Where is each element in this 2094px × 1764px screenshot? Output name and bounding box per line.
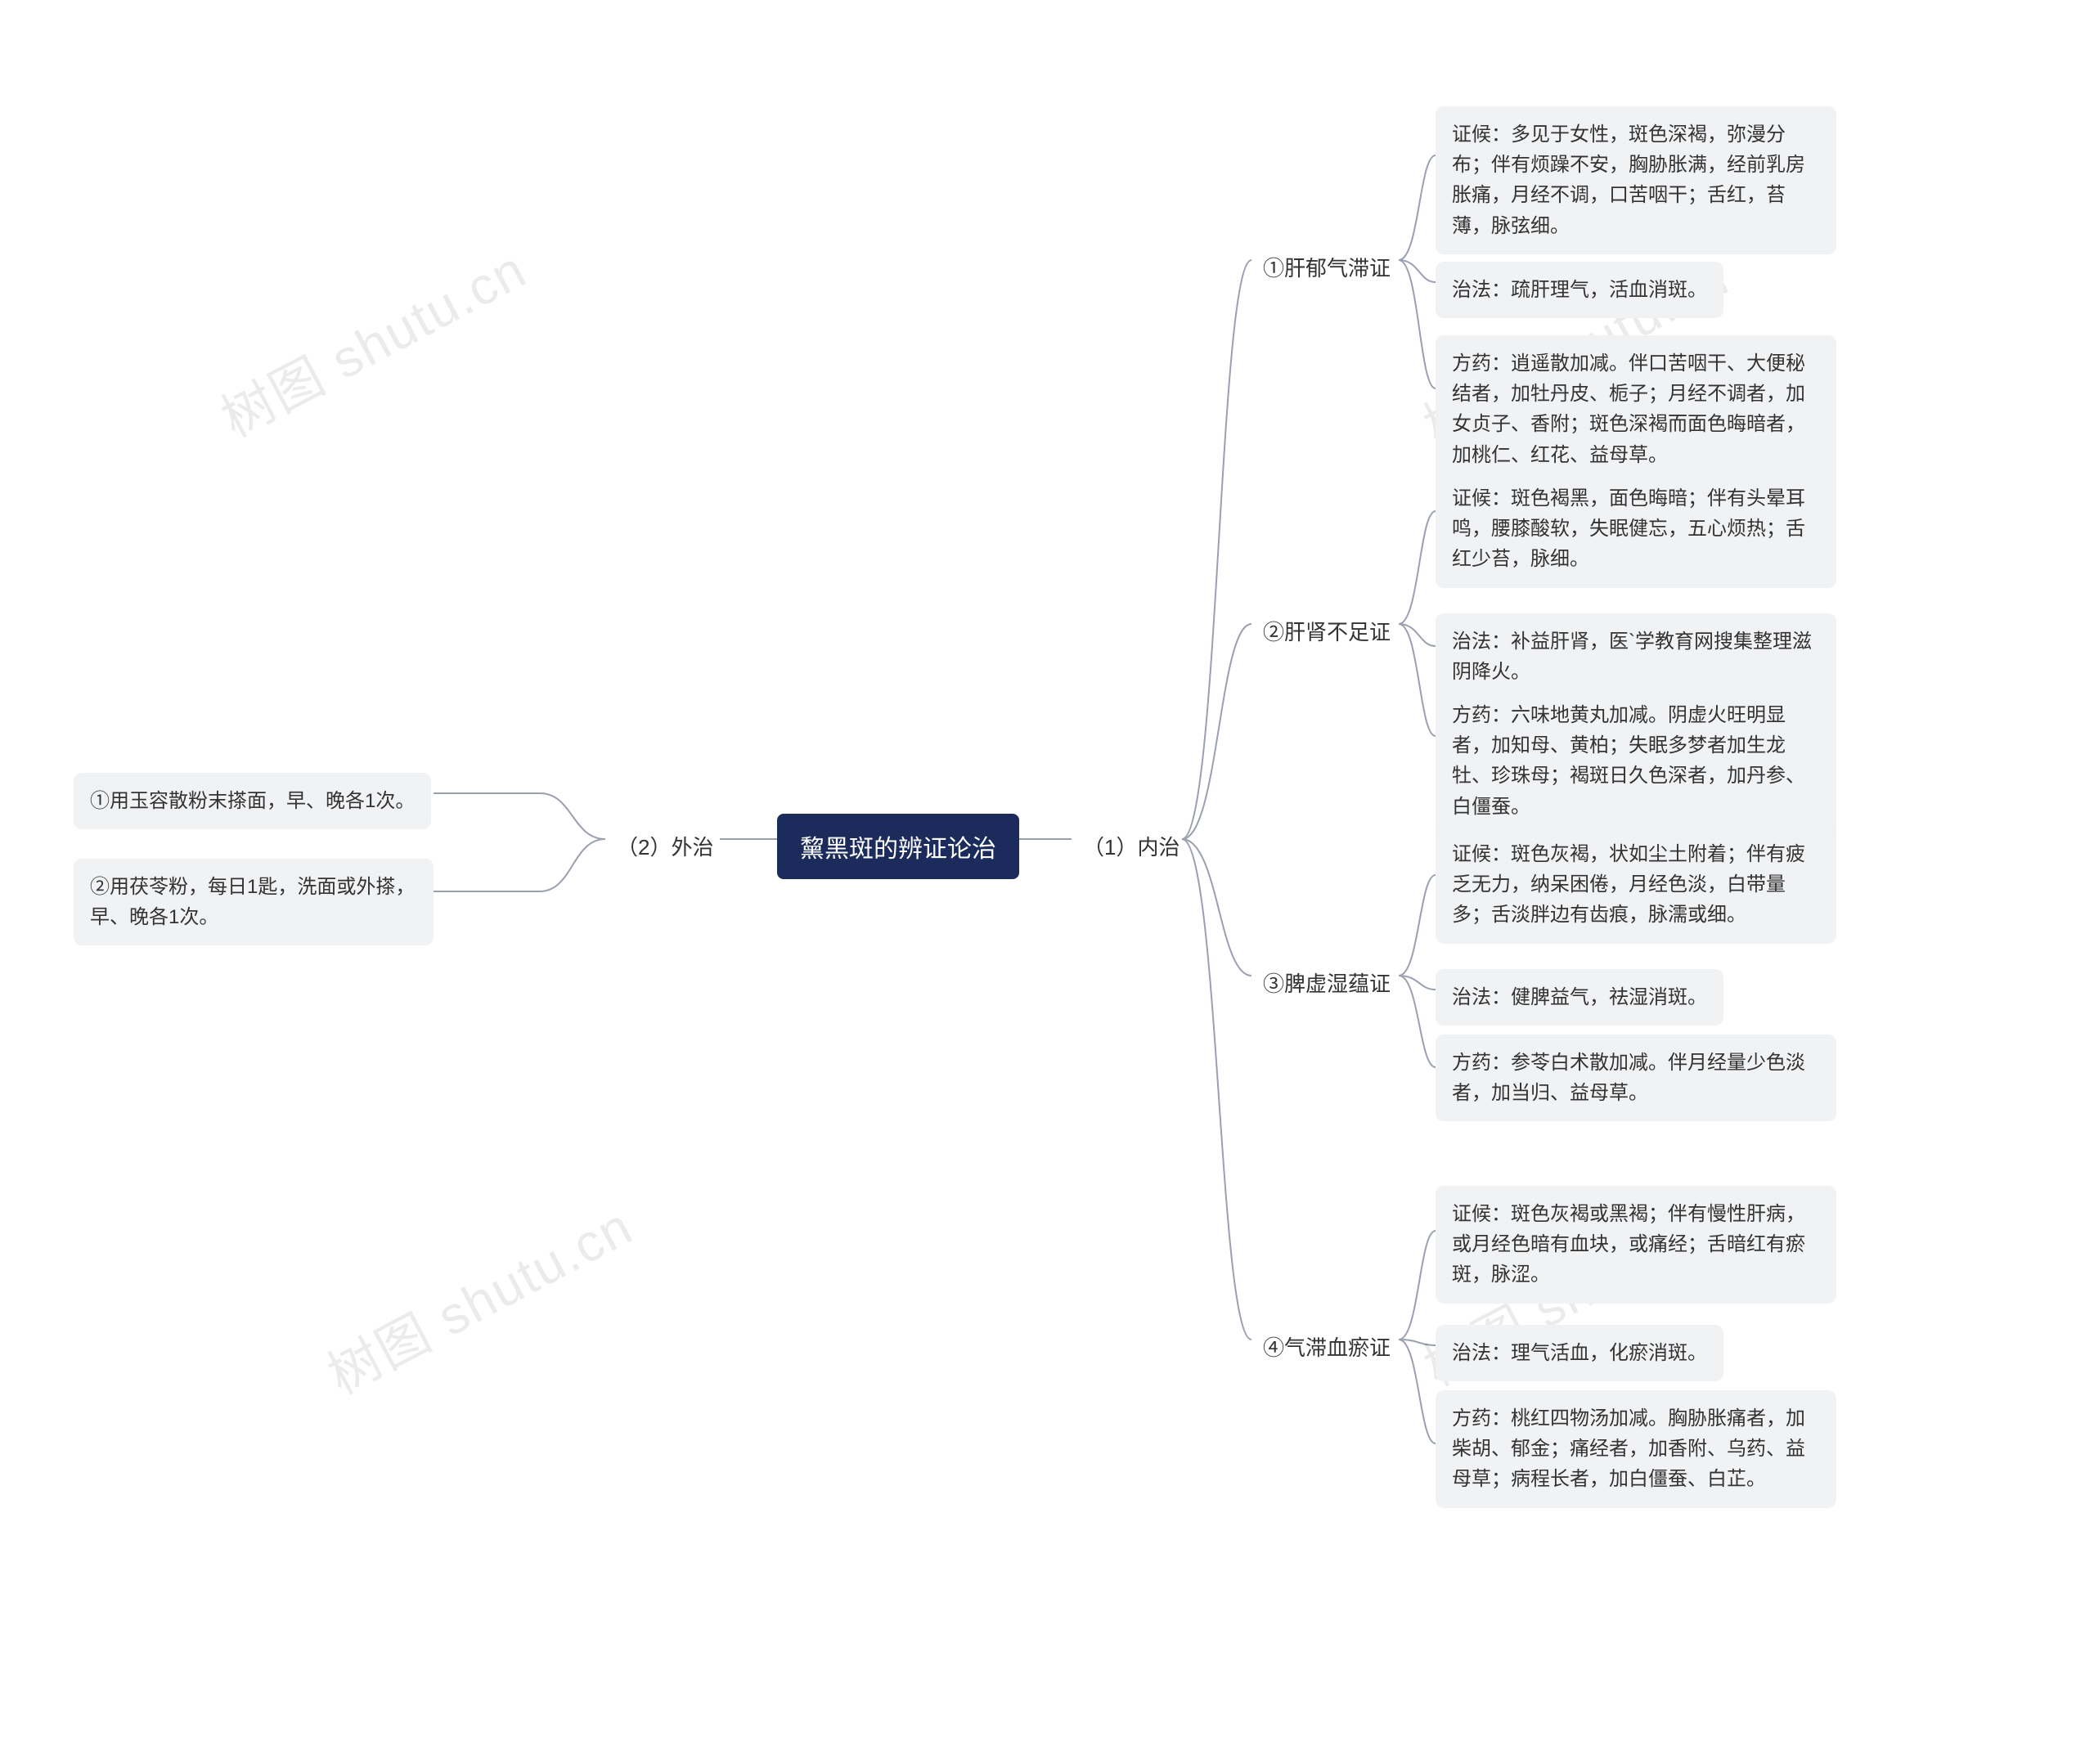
branch-external: （2）外治	[605, 824, 725, 868]
branch-internal: （1）内治	[1072, 824, 1191, 868]
sub-node-3: ③脾虚湿蕴证	[1251, 961, 1402, 1004]
sub-node-1: ①肝郁气滞证	[1251, 245, 1402, 289]
leaf-node: 方药：桃红四物汤加减。胸胁胀痛者，加柴胡、郁金；痛经者，加香附、乌药、益母草；病…	[1436, 1390, 1836, 1508]
watermark: 树图 shutu.cn	[312, 1185, 644, 1409]
leaf-node: 证候：斑色灰褐，状如尘土附着；伴有疲乏无力，纳呆困倦，月经色淡，白带量多；舌淡胖…	[1436, 826, 1836, 944]
sub-node-4: ④气滞血瘀证	[1251, 1325, 1402, 1368]
leaf-node: 治法：理气活血，化瘀消斑。	[1436, 1325, 1723, 1381]
leaf-node: 证候：斑色灰褐或黑褐；伴有慢性肝病，或月经色暗有血块，或痛经；舌暗红有瘀斑，脉涩…	[1436, 1186, 1836, 1304]
leaf-node: 证候：斑色褐黑，面色晦暗；伴有头晕耳鸣，腰膝酸软，失眠健忘，五心烦热；舌红少苔，…	[1436, 470, 1836, 588]
sub-node-2: ②肝肾不足证	[1251, 609, 1402, 653]
leaf-node: 方药：参苓白术散加减。伴月经量少色淡者，加当归、益母草。	[1436, 1035, 1836, 1121]
leaf-node: 治法：健脾益气，祛湿消斑。	[1436, 969, 1723, 1026]
leaf-node: 治法：疏肝理气，活血消斑。	[1436, 262, 1723, 318]
root-node: 黧黑斑的辨证论治	[777, 814, 1019, 879]
leaf-node: 方药：逍遥散加减。伴口苦咽干、大便秘结者，加牡丹皮、栀子；月经不调者，加女贞子、…	[1436, 335, 1836, 483]
leaf-node: ②用茯苓粉，每日1匙，洗面或外搽，早、晚各1次。	[74, 859, 434, 945]
leaf-node: 证候：多见于女性，斑色深褐，弥漫分布；伴有烦躁不安，胸胁胀满，经前乳房胀痛，月经…	[1436, 106, 1836, 254]
watermark: 树图 shutu.cn	[206, 228, 537, 452]
leaf-node: ①用玉容散粉末搽面，早、晚各1次。	[74, 773, 431, 829]
leaf-node: 方药：六味地黄丸加减。阴虚火旺明显者，加知母、黄柏；失眠多梦者加生龙牡、珍珠母；…	[1436, 687, 1836, 835]
